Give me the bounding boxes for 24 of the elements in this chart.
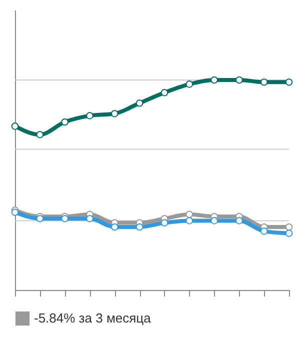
point bbox=[236, 217, 243, 224]
point bbox=[186, 80, 194, 88]
point bbox=[186, 217, 194, 224]
point bbox=[86, 112, 94, 120]
point bbox=[285, 78, 293, 86]
point bbox=[160, 219, 168, 226]
point bbox=[61, 118, 68, 126]
point bbox=[285, 230, 293, 237]
point bbox=[136, 223, 144, 231]
point bbox=[285, 223, 293, 231]
legend-label: -5.84% за 3 месяца bbox=[34, 310, 152, 326]
point bbox=[210, 76, 218, 84]
point bbox=[260, 228, 268, 235]
point bbox=[186, 210, 194, 218]
point bbox=[160, 88, 168, 96]
point bbox=[210, 217, 218, 224]
point bbox=[86, 214, 94, 222]
point bbox=[36, 130, 44, 138]
point bbox=[110, 223, 118, 231]
point bbox=[260, 78, 268, 86]
point bbox=[11, 122, 19, 130]
point bbox=[110, 110, 118, 118]
point bbox=[236, 76, 243, 84]
point bbox=[136, 99, 144, 107]
